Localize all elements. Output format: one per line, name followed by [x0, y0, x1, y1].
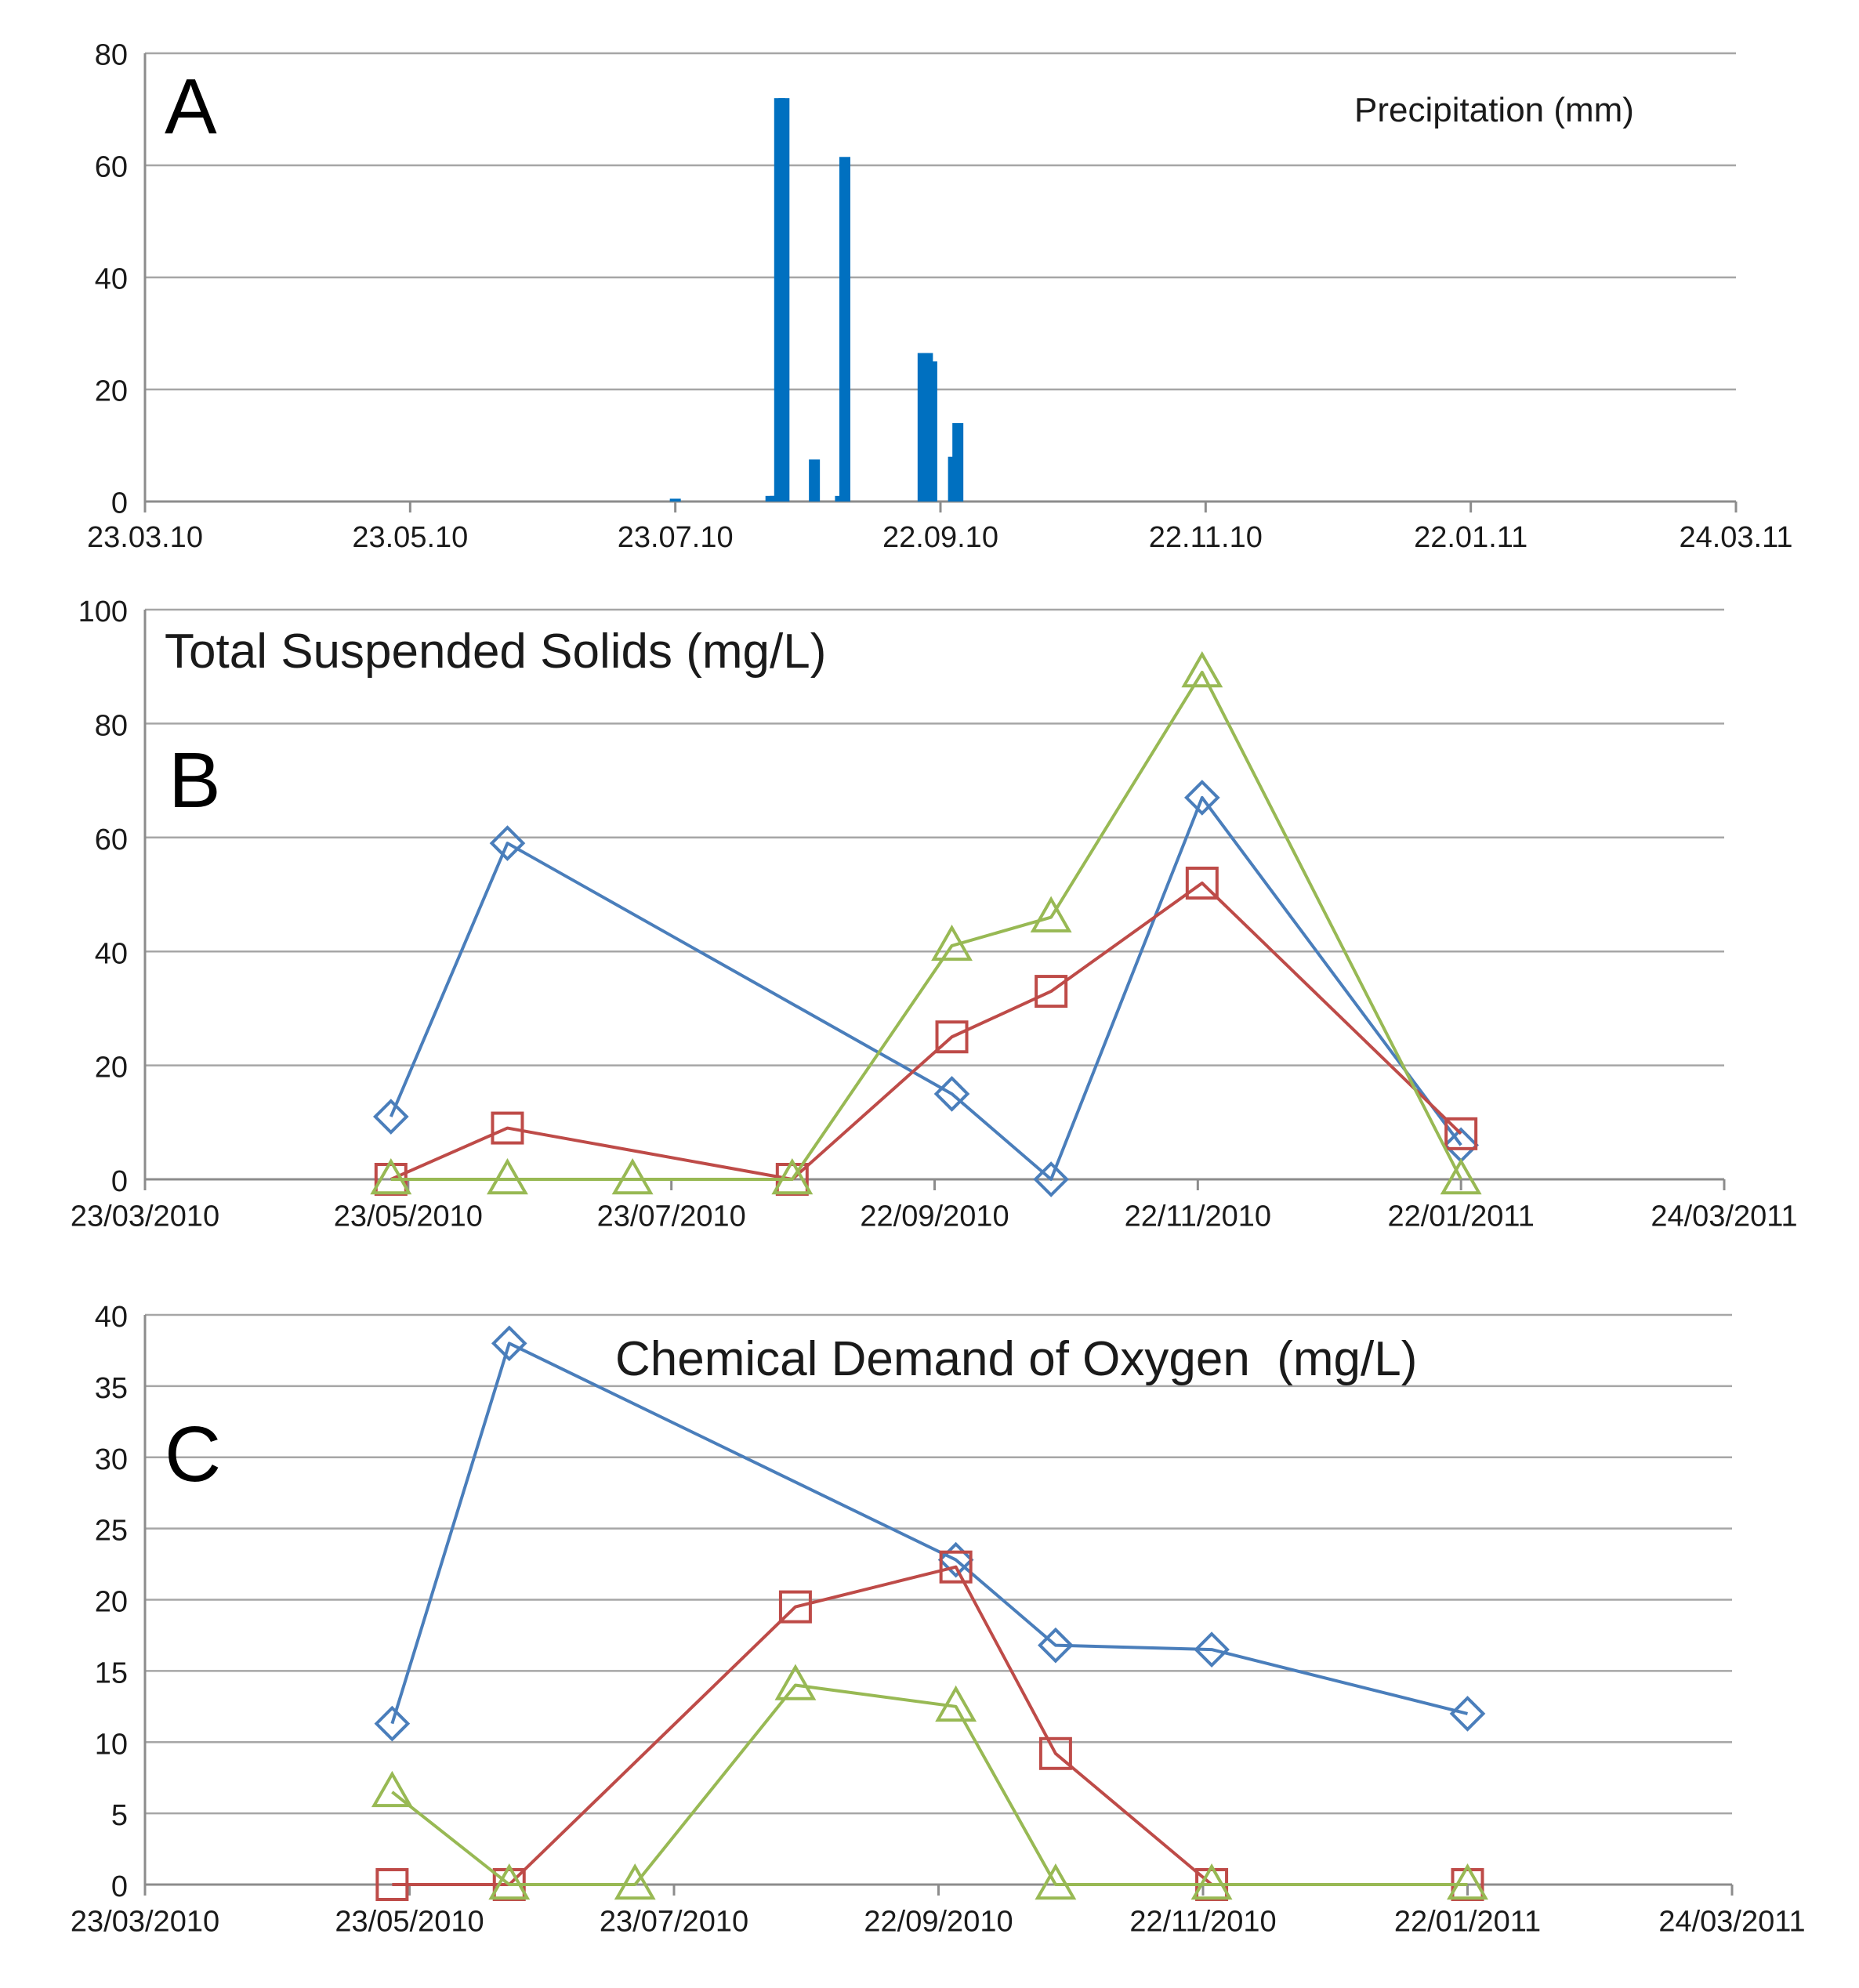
y-tick-label: 0 — [111, 1870, 128, 1903]
panel-c-chemical-oxygen-demand-chart: 0 5 10 15 20 25 30 35 40 23/03/2010 23/05/2010 23/0… — [71, 1301, 1806, 1938]
panel-a-precipitation-chart: 0 20 40 60 80 23.03.10 23.05.10 23.07.10 22.09.1… — [87, 38, 1793, 554]
data-point-triangle — [1190, 1863, 1233, 1900]
data-point-triangle — [935, 1685, 977, 1722]
data-point-triangle — [370, 1157, 412, 1195]
precipitation-bar — [809, 459, 821, 502]
y-tick-label: 100 — [78, 596, 128, 628]
x-tick-label: 22.01.11 — [1414, 521, 1527, 554]
y-tick-label: 20 — [95, 1052, 128, 1085]
data-point-triangle — [1440, 1157, 1482, 1195]
precipitation-bar — [952, 422, 964, 502]
x-tick-label: 23/07/2010 — [597, 1200, 746, 1233]
data-point-triangle — [488, 1863, 531, 1900]
y-tick-label: 60 — [95, 824, 128, 856]
chart-title: Precipitation (mm) — [1354, 91, 1634, 129]
series-line-triangle — [390, 670, 1462, 1181]
chart-title: Chemical Demand of Oxygen (mg/L) — [615, 1332, 1417, 1386]
data-point-triangle — [487, 1157, 528, 1195]
data-point-triangle — [1447, 1863, 1488, 1900]
panel-b-total-suspended-solids-chart: 0 20 40 60 80 100 23/03/2010 23/05/2010 23/07/20… — [71, 596, 1798, 1233]
x-tick-label: 23.07.10 — [618, 521, 734, 554]
data-point-diamond — [933, 1076, 970, 1112]
x-tick-label: 23.05.10 — [352, 521, 468, 554]
data-point-square — [1444, 1117, 1478, 1150]
chart-title: Total Suspended Solids (mg/L) — [165, 625, 826, 679]
data-point-square — [935, 1020, 969, 1054]
x-tick-label: 24.03.11 — [1679, 521, 1792, 554]
y-tick-label: 10 — [95, 1728, 128, 1761]
series-line-square — [392, 1565, 1468, 1886]
data-point-triangle — [771, 1157, 814, 1195]
data-point-diamond — [1038, 1627, 1074, 1664]
data-point-square — [1038, 1736, 1072, 1770]
x-tick-label: 22.09.10 — [882, 521, 998, 554]
series-line-square — [390, 881, 1462, 1181]
data-point-diamond — [1033, 1161, 1069, 1197]
panel-letter: A — [165, 63, 217, 150]
x-tick-label: 22/11/2010 — [1125, 1200, 1271, 1233]
precipitation-bar — [926, 361, 937, 502]
data-point-diamond — [374, 1705, 411, 1742]
x-tick-label: 23.03.10 — [87, 521, 203, 554]
data-point-diamond — [1449, 1696, 1486, 1732]
y-tick-label: 5 — [111, 1799, 128, 1832]
y-tick-label: 20 — [95, 375, 128, 407]
x-tick-label: 22/09/2010 — [860, 1200, 1009, 1233]
x-tick-label: 23/05/2010 — [335, 1906, 484, 1939]
data-point-triangle — [1181, 650, 1223, 688]
data-point-diamond — [372, 1099, 409, 1135]
precipitation-bar — [669, 498, 681, 502]
data-point-square — [1185, 866, 1219, 900]
data-point-triangle — [774, 1664, 817, 1700]
data-point-triangle — [371, 1770, 413, 1808]
data-point-square — [375, 1868, 409, 1901]
precipitation-bar — [839, 157, 850, 502]
y-tick-label: 60 — [95, 150, 128, 183]
x-tick-label: 23/05/2010 — [334, 1200, 483, 1233]
y-tick-label: 80 — [95, 38, 128, 71]
y-tick-label: 0 — [111, 1165, 128, 1198]
y-tick-label: 15 — [95, 1657, 128, 1689]
series-line-triangle — [391, 1683, 1468, 1886]
x-tick-label: 22/01/2011 — [1387, 1200, 1534, 1233]
series-line-diamond — [390, 1342, 1468, 1725]
y-tick-label: 35 — [95, 1372, 128, 1405]
data-point-diamond — [1184, 780, 1220, 816]
data-point-diamond — [489, 825, 526, 861]
data-point-diamond — [491, 1325, 527, 1362]
y-tick-label: 40 — [95, 263, 128, 295]
precipitation-bar — [778, 98, 790, 502]
data-point-square — [778, 1590, 812, 1624]
x-tick-label: 22.11.10 — [1149, 521, 1263, 554]
data-point-diamond — [937, 1541, 974, 1578]
y-tick-label: 80 — [95, 710, 128, 743]
x-tick-label: 22/01/2011 — [1394, 1906, 1541, 1939]
series-line-diamond — [389, 795, 1462, 1181]
data-point-square — [491, 1111, 524, 1145]
y-tick-label: 25 — [95, 1515, 128, 1548]
y-tick-label: 0 — [111, 487, 128, 520]
data-point-triangle — [931, 924, 973, 961]
x-tick-label: 23/07/2010 — [600, 1906, 748, 1939]
data-point-square — [1035, 975, 1068, 1008]
y-tick-label: 20 — [95, 1586, 128, 1619]
x-tick-label: 24/03/2011 — [1651, 1200, 1797, 1233]
x-tick-label: 22/09/2010 — [864, 1906, 1013, 1939]
panel-letter: B — [169, 737, 221, 824]
x-tick-label: 23/03/2010 — [71, 1906, 219, 1939]
data-point-square — [939, 1550, 973, 1584]
x-tick-label: 22/11/2010 — [1129, 1906, 1276, 1939]
x-tick-label: 23/03/2010 — [71, 1200, 219, 1233]
data-point-triangle — [1035, 1863, 1077, 1900]
data-point-diamond — [1194, 1631, 1230, 1668]
data-point-triangle — [1030, 896, 1072, 932]
data-point-triangle — [611, 1157, 654, 1195]
y-tick-label: 40 — [95, 1301, 128, 1334]
panel-letter: C — [165, 1410, 221, 1498]
data-point-triangle — [614, 1863, 656, 1900]
y-tick-label: 30 — [95, 1443, 128, 1476]
x-tick-label: 24/03/2011 — [1658, 1906, 1805, 1939]
y-tick-label: 40 — [95, 937, 128, 970]
